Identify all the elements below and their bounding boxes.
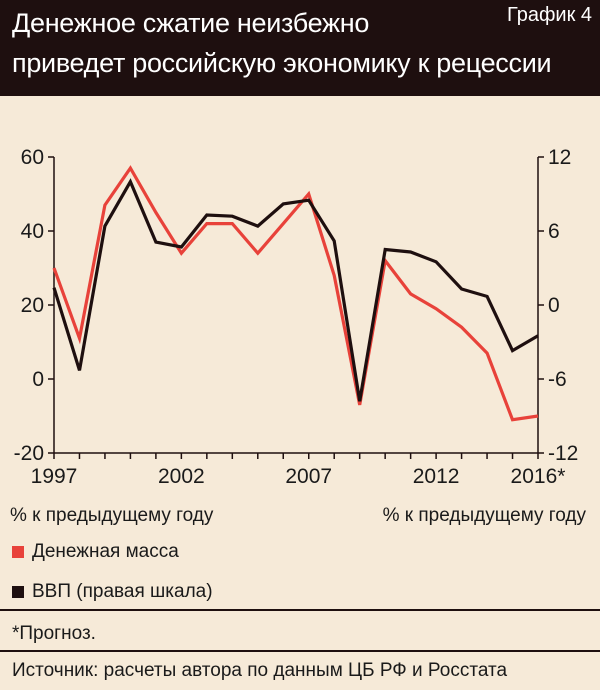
x-tick-label: 2016* <box>511 465 566 488</box>
right-y-tick-label: 0 <box>548 294 560 317</box>
x-tick-label: 2007 <box>285 465 332 488</box>
gdp-series-line <box>52 178 539 402</box>
legend-swatch-money-supply <box>12 546 24 558</box>
divider <box>0 609 600 611</box>
forecast-note: *Прогноз. <box>12 623 96 644</box>
legend-item-gdp: ВВП (правая шкала) <box>12 581 213 603</box>
chart-header: Денежное сжатие неизбежно приведет росси… <box>0 0 600 96</box>
right-y-tick-label: -12 <box>548 442 578 465</box>
x-tick-label: 2012 <box>413 465 460 488</box>
chart-title-line-1: Денежное сжатие неизбежно <box>12 8 370 38</box>
chart-number-label: График 4 <box>506 4 592 26</box>
divider <box>0 650 600 652</box>
left-y-tick-label: 20 <box>21 294 44 317</box>
legend-label-gdp: ВВП (правая шкала) <box>32 581 213 602</box>
left-y-tick-label: 0 <box>32 368 44 391</box>
right-y-tick-label: 6 <box>548 220 560 243</box>
chart-title-line-2: приведет российскую экономику к рецессии <box>12 48 552 78</box>
left-y-tick-label: -20 <box>14 442 44 465</box>
legend-swatch-gdp <box>12 586 24 598</box>
left-axis-unit-label: % к предыдущему году <box>10 505 214 526</box>
right-y-tick-label: -6 <box>548 368 567 391</box>
left-y-tick-label: 60 <box>21 146 44 169</box>
legend-item-money-supply: Денежная масса <box>12 541 179 563</box>
money-supply-series-line <box>52 165 539 422</box>
right-y-tick-label: 12 <box>548 146 571 169</box>
line-chart: -20 0 20 40 60 -12 -6 0 6 12 1997 2002 2007 2012 2016* <box>14 146 579 488</box>
left-y-tick-label: 40 <box>21 220 44 243</box>
x-tick-label: 1997 <box>31 465 78 488</box>
x-tick-label: 2002 <box>158 465 205 488</box>
source-note: Источник: расчеты автора по данным ЦБ РФ… <box>12 660 508 681</box>
legend-label-money-supply: Денежная масса <box>32 541 179 562</box>
right-axis-unit-label: % к предыдущему году <box>382 505 586 526</box>
